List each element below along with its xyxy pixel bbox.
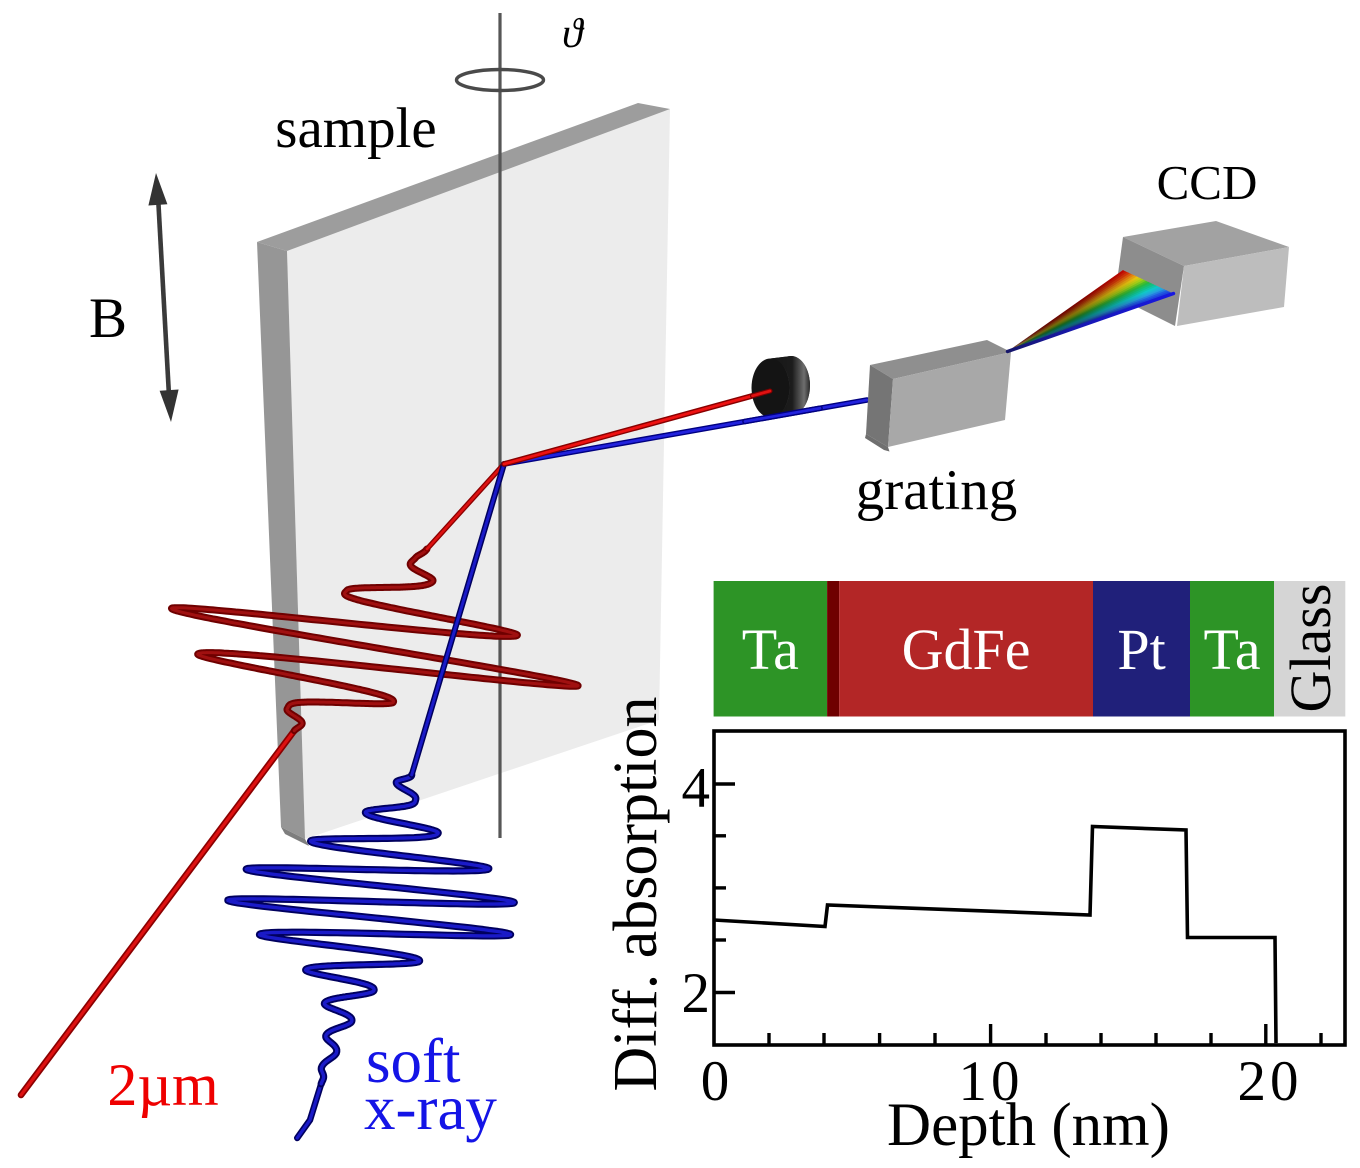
svg-text:4: 4 xyxy=(682,757,711,820)
svg-text:Ta: Ta xyxy=(742,617,799,682)
svg-text:0: 0 xyxy=(701,1050,730,1113)
svg-text:Pt: Pt xyxy=(1117,617,1165,682)
svg-text:20: 20 xyxy=(1238,1050,1303,1113)
svg-text:GdFe: GdFe xyxy=(902,617,1031,682)
svg-text:2: 2 xyxy=(682,962,711,1025)
svg-text:sample: sample xyxy=(275,97,436,160)
svg-text:Diff. absorption: Diff. absorption xyxy=(602,697,670,1092)
svg-text:Depth (nm): Depth (nm) xyxy=(887,1092,1170,1159)
svg-text:2µm: 2µm xyxy=(107,1052,218,1118)
svg-text:Ta: Ta xyxy=(1203,617,1260,682)
svg-text:CCD: CCD xyxy=(1157,155,1258,210)
svg-text:soft: soft xyxy=(366,1026,461,1096)
svg-text:grating: grating xyxy=(856,459,1017,522)
svg-text:x-ray: x-ray xyxy=(364,1073,497,1143)
svg-text:10: 10 xyxy=(959,1050,1024,1113)
svg-text:B: B xyxy=(89,287,127,350)
svg-text:Glass: Glass xyxy=(1278,584,1343,713)
